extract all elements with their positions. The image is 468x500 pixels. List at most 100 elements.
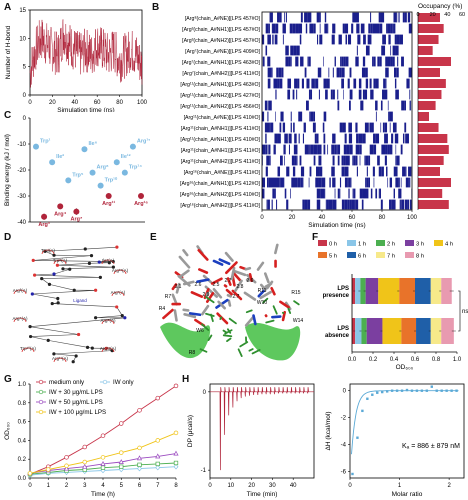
occupancy-stripe — [346, 144, 350, 155]
occupancy-stripe — [304, 199, 308, 210]
x-tick-label: 0.0 — [348, 357, 357, 363]
occupancy-stripe — [262, 177, 266, 188]
occupancy-stripe — [405, 177, 409, 188]
occupancy-stripe — [267, 122, 270, 133]
stacked-segment — [361, 318, 367, 344]
occupancy-stripe — [280, 155, 283, 166]
occupancy-stripe — [338, 34, 340, 45]
hbond-line-chart: 0 20 40 60 80 100 0 5 10 15 Simulation time (ns) Nu… — [5, 8, 148, 112]
hydrophobic-arc — [113, 269, 127, 275]
occupancy-stripe — [286, 12, 287, 23]
occupancy-stripe — [408, 23, 412, 34]
occupancy-stripe — [351, 199, 355, 210]
occupancy-stripe — [353, 78, 357, 89]
bond — [44, 250, 55, 256]
x-tick-label: 0.4 — [390, 357, 399, 363]
y-tick-label: 0 — [23, 93, 27, 99]
occupancy-stripe — [314, 78, 316, 89]
occupancy-stripe — [387, 100, 389, 111]
occupancy-stripe — [343, 89, 344, 100]
residue-label: Arg³(A) — [13, 288, 28, 293]
occupancy-stripe — [302, 177, 304, 188]
molecule-stick — [257, 287, 267, 298]
energy-point — [65, 177, 72, 184]
x-tick-label: 1 — [398, 483, 402, 489]
occupancy-stripe — [314, 133, 317, 144]
occupancy-stripe — [380, 199, 383, 210]
row-label: [Arg⁷(chain_A#NE)][LPS 409#O] — [185, 49, 260, 55]
occupancy-stripe — [279, 12, 282, 23]
occupancy-stripe — [290, 56, 292, 67]
data-point — [356, 436, 359, 439]
x-tick-label: 5 — [120, 483, 124, 489]
hydrophobic-arc — [21, 347, 35, 353]
x-tick-label: 80 — [379, 215, 386, 221]
data-point — [381, 390, 384, 394]
occupancy-bar — [418, 112, 429, 121]
y-tick-label: -4 — [341, 442, 347, 448]
hydrophobic-arc — [41, 249, 55, 255]
occupancy-stripe — [389, 144, 393, 155]
occupancy-stripe — [365, 78, 369, 89]
occupancy-stripe — [292, 23, 296, 34]
occupancy-stripe — [322, 122, 325, 133]
x-axis-label: Time (h) — [91, 491, 115, 498]
x-tick-label: 0 — [28, 483, 32, 489]
atom — [56, 296, 60, 301]
residue-label: W6 — [196, 328, 204, 334]
residue-label: Trp¹ — [40, 138, 51, 145]
occupancy-stripe — [339, 34, 342, 45]
bond — [30, 334, 79, 337]
occupancy-stripe — [283, 144, 286, 155]
occupancy-stripe — [267, 34, 271, 45]
residue-label: R8 — [189, 350, 196, 356]
occupancy-stripe — [349, 199, 352, 210]
occupancy-stripe — [392, 23, 394, 34]
occupancy-stripe — [315, 177, 319, 188]
occupancy-stripe — [349, 89, 353, 100]
occupancy-stripe — [340, 56, 342, 67]
occupancy-stripe — [342, 23, 345, 34]
residue-label: R4 — [159, 306, 166, 312]
legend-tick-label: 60 — [459, 12, 465, 18]
occupancy-stripe — [308, 56, 311, 67]
occupancy-stripe — [365, 45, 370, 56]
y-tick-label: 0.4 — [18, 438, 27, 444]
legend-tick-label: 40 — [444, 12, 450, 18]
legend-title: Occupancy (%) — [418, 3, 462, 10]
atom — [33, 273, 37, 277]
occupancy-stripe — [295, 177, 298, 188]
panel-letter-g: G — [4, 374, 12, 385]
occupancy-stripe — [341, 56, 344, 67]
occupancy-stripe — [401, 199, 405, 210]
occupancy-stripe — [404, 100, 406, 111]
row-label: [Arg¹¹(chain_A#NH1)][LPS 411#O] — [181, 148, 261, 154]
y-tick-label: 0.6 — [18, 420, 27, 426]
x-tick-label: 1 — [47, 483, 51, 489]
atom — [55, 263, 60, 267]
bond — [53, 268, 70, 275]
occupancy-bar — [418, 145, 449, 154]
ligand-label: Ligand — [73, 298, 87, 303]
residue-label: R15 — [291, 290, 300, 296]
occupancy-stripe — [344, 23, 349, 34]
occupancy-stripe — [409, 177, 411, 188]
occupancy-stripe — [343, 56, 346, 67]
row-label: [Arg⁷(chain_A#NH2)][LPS 411#O] — [182, 71, 260, 77]
data-point — [137, 462, 142, 467]
occupancy-stripe — [366, 177, 369, 188]
occupancy-stripe — [347, 34, 352, 45]
occupancy-stripe — [286, 199, 289, 210]
bond — [30, 317, 125, 327]
data-point — [420, 389, 424, 392]
occupancy-stripe — [272, 34, 274, 45]
occupancy-stripe — [329, 177, 331, 188]
occupancy-stripe — [375, 111, 377, 122]
occupancy-stripe — [350, 177, 352, 188]
occupancy-stripe — [304, 144, 309, 155]
bond — [53, 350, 113, 355]
occupancy-stripe — [294, 155, 297, 166]
occupancy-stripe — [334, 144, 337, 155]
y-axis-label: Binding energy (kJ / mol) — [4, 134, 11, 206]
occupancy-stripe — [409, 100, 411, 111]
